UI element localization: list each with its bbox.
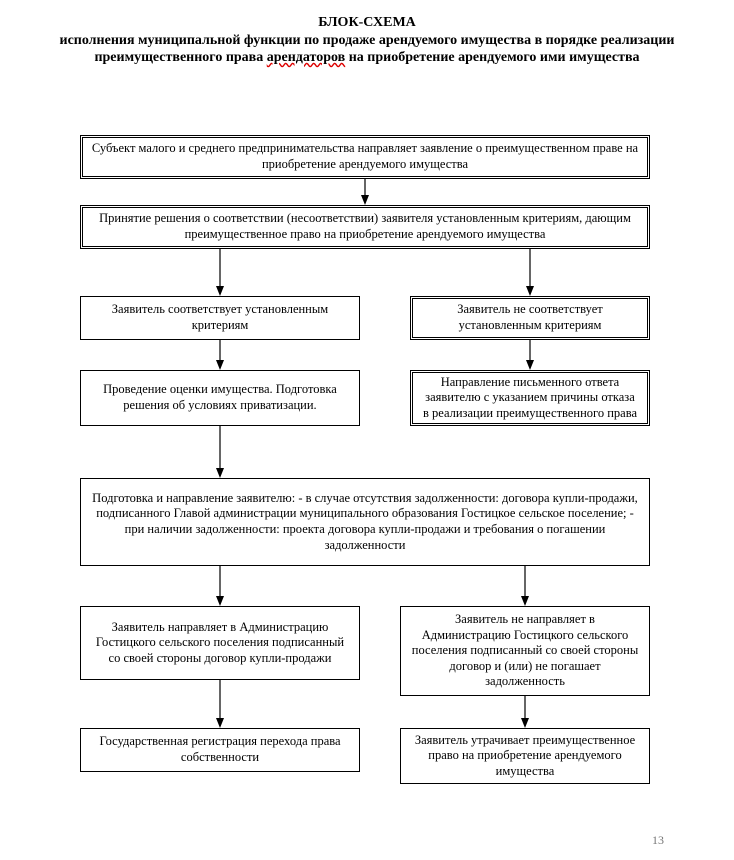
- title-squiggle-word: арендаторов: [267, 50, 345, 65]
- flow-node-text: Заявитель утрачивает преимущественное пр…: [409, 733, 641, 780]
- flow-node-text: Государственная регистрация перехода пра…: [89, 734, 351, 765]
- flow-node-fails-criteria: Заявитель не соответствует установленным…: [410, 296, 650, 340]
- flow-node-applicant-no-sign: Заявитель не направляет в Администрацию …: [400, 606, 650, 696]
- flow-node-decision-criteria: Принятие решения о соответствии (несоотв…: [80, 205, 650, 249]
- title-line1: БЛОК-СХЕМА: [318, 15, 416, 30]
- flow-node-text: Направление письменного ответа заявителю…: [421, 375, 639, 422]
- flow-node-lose-right: Заявитель утрачивает преимущественное пр…: [400, 728, 650, 784]
- flow-node-text: Принятие решения о соответствии (несоотв…: [91, 211, 639, 242]
- flow-node-meets-criteria: Заявитель соответствует установленным кр…: [80, 296, 360, 340]
- flow-node-text: Заявитель направляет в Администрацию Гос…: [89, 620, 351, 667]
- page-title: БЛОК-СХЕМА исполнения муниципальной функ…: [40, 14, 694, 67]
- flow-node-refusal-letter: Направление письменного ответа заявителю…: [410, 370, 650, 426]
- flow-node-text: Проведение оценки имущества. Подготовка …: [89, 382, 351, 413]
- flow-node-text: Заявитель соответствует установленным кр…: [89, 302, 351, 333]
- flow-node-application: Субъект малого и среднего предпринимател…: [80, 135, 650, 179]
- flow-node-text: Подготовка и направление заявителю: - в …: [89, 491, 641, 554]
- flow-node-applicant-signs: Заявитель направляет в Администрацию Гос…: [80, 606, 360, 680]
- flow-node-text: Заявитель не соответствует установленным…: [421, 302, 639, 333]
- flow-node-valuation: Проведение оценки имущества. Подготовка …: [80, 370, 360, 426]
- page-number: 13: [652, 833, 664, 848]
- page: БЛОК-СХЕМА исполнения муниципальной функ…: [0, 0, 734, 860]
- flow-node-text: Субъект малого и среднего предпринимател…: [91, 141, 639, 172]
- title-line2-post: на приобретение арендуемого ими имуществ…: [345, 50, 639, 65]
- flow-node-prepare-contract: Подготовка и направление заявителю: - в …: [80, 478, 650, 566]
- flow-node-state-registration: Государственная регистрация перехода пра…: [80, 728, 360, 772]
- flow-node-text: Заявитель не направляет в Администрацию …: [409, 612, 641, 690]
